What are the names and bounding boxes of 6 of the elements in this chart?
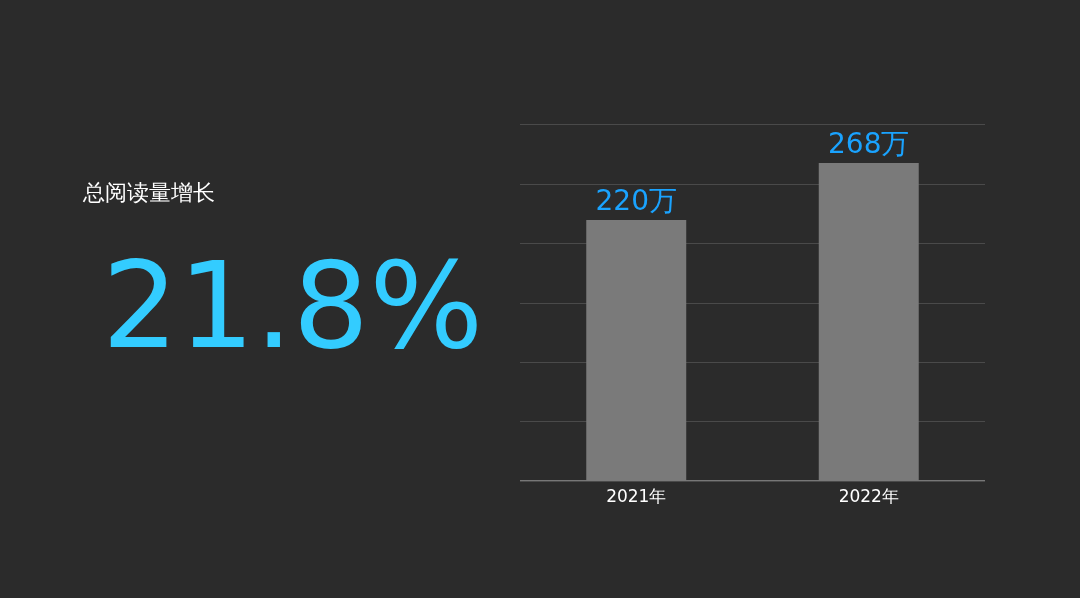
- x-tick-label: 2021年: [606, 486, 667, 507]
- text: 总阅读量增长: [82, 180, 215, 205]
- x-tick-label: 2022年: [838, 486, 899, 507]
- text: 21.8%: [102, 236, 484, 375]
- data-label: 268万: [828, 126, 910, 160]
- data-label: 220万: [595, 183, 677, 217]
